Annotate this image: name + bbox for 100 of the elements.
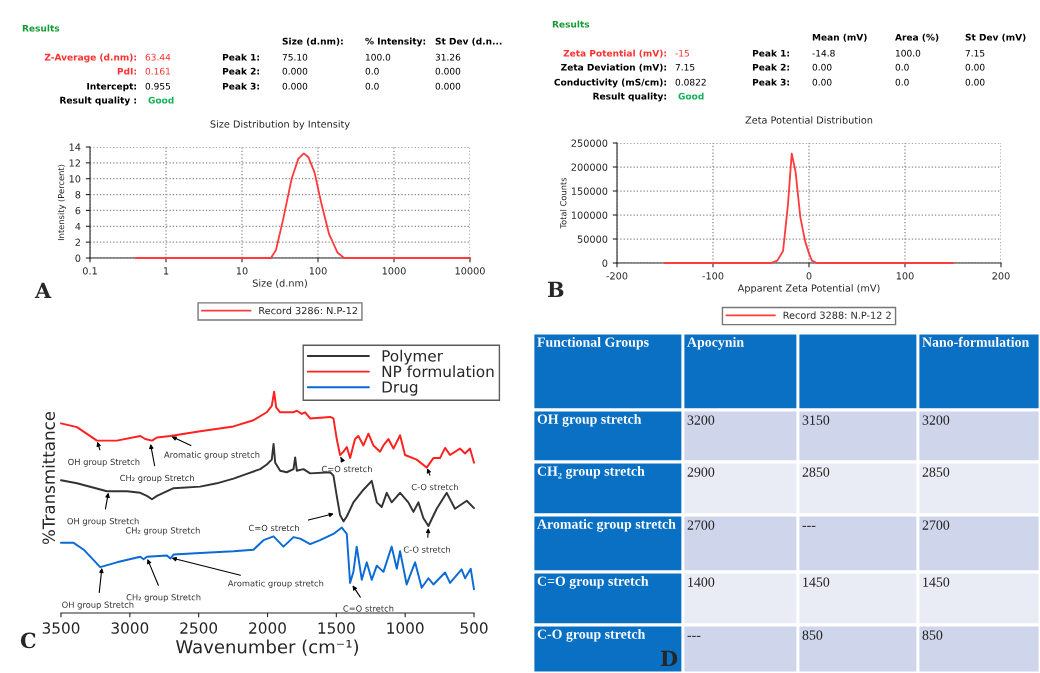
chart-title: Size Distribution by Intensity [210,120,350,130]
text: 2850 [922,467,950,477]
text: 2700 [687,520,715,530]
annotation: C-O stretch [403,546,451,553]
text: Size (d.nm): [282,37,343,46]
legend-label: NP formulation [382,365,494,378]
text: 0.000 [282,82,308,90]
text: 7.15 [965,49,985,57]
text: Mean (mV) [812,33,867,42]
text: Conductivity (mS/cm): [554,78,666,88]
category-label: Functional Groups [537,337,649,350]
text: Intercept: [87,82,136,92]
text: % Intensity: [365,37,426,47]
annotation: Aromatic group stretch [227,580,324,589]
y-tick-label: 250000 [571,139,608,147]
text: Good [678,92,704,100]
x-axis-title: Wavenumber (cm⁻¹) [176,639,359,656]
text: B [547,281,564,297]
text: 0.0 [895,78,909,86]
text: Zeta Deviation (mV): [561,63,666,72]
annotation: CH₂ group Stretch [120,474,194,483]
category-label: C-O group stretch [537,629,646,642]
category-label: CH₂ group stretch [537,466,645,479]
text: -14.8 [812,49,835,57]
annotation: CH₂ group Stretch [125,527,200,536]
text: 0.0 [895,63,909,71]
text: Record 3288: N.P-12 2 [783,311,891,319]
text: Peak 1: [222,53,259,61]
line-series [664,152,954,264]
x-axis-title: Apparent Zeta Potential (mV) [737,284,880,294]
text: St Dev (mV) [965,33,1026,42]
x-axis-title: Size (d.nm) [252,279,307,288]
text: 3200 [687,415,715,425]
annotation: C-O stretch [411,483,458,491]
y-tick-label: 14 [69,143,81,151]
text: Peak 3: [752,78,789,86]
annotation: Aromatic group stretch [164,451,260,460]
text: -15 [675,49,689,57]
text: 1450 [803,577,830,587]
y-tick-label: 200000 [571,163,608,171]
x-tick-label: 1500 [318,622,355,634]
text: 75.10 [282,53,308,61]
text: 0.00 [812,63,832,71]
y-tick-label: 2 [75,238,80,246]
text: 31.26 [435,53,461,61]
text: Zeta Potential (mV): [563,49,666,58]
category-label: OH group stretch [537,414,642,427]
text: 63.44 [145,53,171,61]
text: 3200 [922,415,950,425]
text: 0.00 [965,78,985,86]
category-label: C=O group stretch [537,576,649,589]
text: 0.0822 [675,78,706,86]
text: Results [552,20,590,28]
x-tick-label: 10 [236,267,248,275]
text: 0.00 [965,63,985,71]
y-tick-label: 12 [69,159,80,167]
y-tick-label: 100000 [571,211,608,219]
x-tick-label: 100 [896,272,914,280]
text: 0.000 [282,67,308,75]
text: Peak 2: [222,67,259,75]
text: 0.955 [145,82,171,90]
text: Z-Average (d.nm): [44,53,136,63]
text: Result quality: [593,92,666,102]
text: Record 3286: N.P-12 [259,306,358,315]
y-tick-label: 6 [75,206,81,215]
text: 7.15 [675,63,695,71]
text: Area (%) [895,33,939,42]
text: Results [22,24,60,32]
text: 100.0 [365,53,391,61]
legend-label: Polymer [382,349,443,365]
y-tick-label: 150000 [571,187,608,195]
annotation: C=O stretch [248,524,299,532]
annotation: CH₂ group Stretch [126,593,201,602]
annotation: OH group Stretch [67,517,139,526]
text: 1400 [688,577,715,587]
text: --- [687,635,701,637]
x-tick-label: 200 [992,272,1010,280]
x-tick-label: -200 [606,272,628,280]
y-tick-label: 50000 [577,235,608,243]
text: 0.0 [365,82,379,90]
x-tick-label: 10000 [455,267,485,275]
y-tick-label: 0 [75,254,81,262]
text: 850 [802,630,823,640]
text: 850 [922,630,943,640]
text: 0.000 [435,82,461,90]
x-tick-label: 0 [806,272,812,280]
x-tick-label: 0.1 [82,267,97,275]
category-label: Apocynin [687,337,744,350]
text: C [20,632,36,649]
text: 0.161 [145,67,171,75]
text: Peak 1: [752,49,789,57]
x-tick-label: 3000 [111,622,149,634]
x-tick-label: 2500 [180,622,218,634]
x-tick-label: 3500 [42,622,80,634]
annotation: C=O stretch [343,605,394,612]
annotation: C=O stretch [321,465,372,473]
y-tick-label: 0 [602,259,608,267]
text: 0.00 [812,78,832,86]
x-tick-label: 1000 [387,622,424,634]
category-label: Aromatic group stretch [537,519,676,532]
